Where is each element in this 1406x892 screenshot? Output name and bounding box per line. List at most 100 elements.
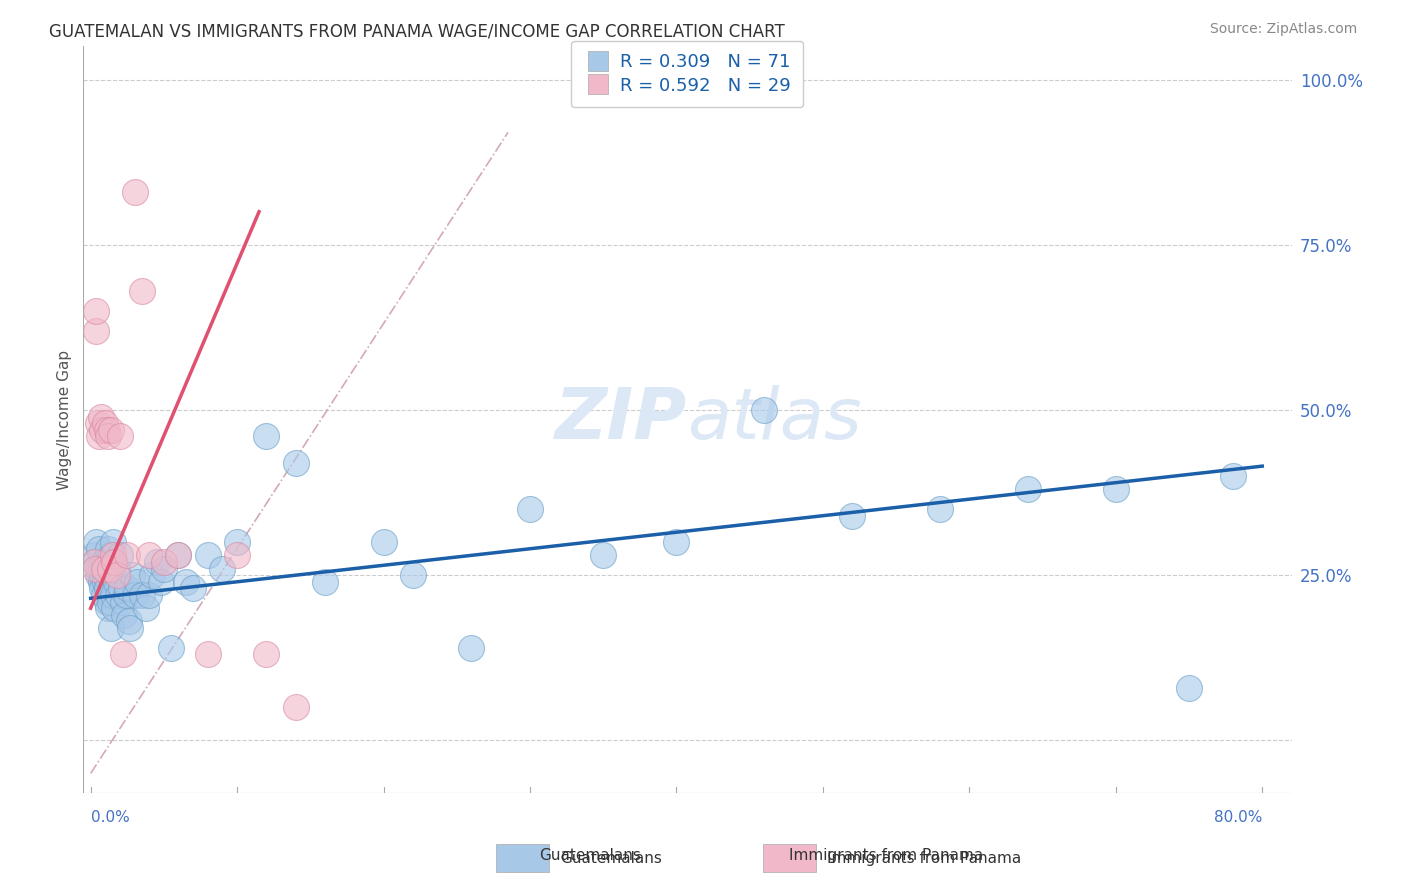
- Point: [118, 615, 141, 629]
- Point: [124, 588, 146, 602]
- Bar: [763, 844, 817, 872]
- Point: [107, 588, 129, 602]
- Point: [124, 185, 146, 199]
- Point: [754, 403, 776, 417]
- Point: [98, 561, 121, 575]
- Point: [103, 601, 125, 615]
- Point: [174, 574, 197, 589]
- Point: [460, 640, 482, 655]
- Point: [141, 568, 163, 582]
- Text: atlas: atlas: [688, 385, 862, 454]
- Text: ZIP: ZIP: [555, 385, 688, 454]
- Text: Immigrants from Panama: Immigrants from Panama: [827, 851, 1021, 865]
- Point: [94, 574, 117, 589]
- Point: [93, 588, 115, 602]
- Point: [98, 594, 121, 608]
- Point: [100, 549, 122, 563]
- Point: [373, 535, 395, 549]
- Point: [120, 621, 142, 635]
- Point: [149, 574, 172, 589]
- Point: [89, 541, 111, 556]
- Point: [94, 416, 117, 430]
- Text: Guatemalans: Guatemalans: [560, 851, 662, 865]
- Point: [115, 549, 138, 563]
- Point: [91, 568, 114, 582]
- Point: [284, 456, 307, 470]
- Point: [131, 284, 153, 298]
- Point: [103, 555, 125, 569]
- Point: [91, 582, 114, 596]
- Point: [112, 607, 135, 622]
- Point: [100, 423, 122, 437]
- Text: 80.0%: 80.0%: [1213, 810, 1263, 825]
- Point: [105, 561, 128, 575]
- Point: [90, 409, 112, 424]
- Point: [1222, 469, 1244, 483]
- Bar: [496, 844, 550, 872]
- Point: [592, 549, 614, 563]
- Point: [226, 535, 249, 549]
- Text: GUATEMALAN VS IMMIGRANTS FROM PANAMA WAGE/INCOME GAP CORRELATION CHART: GUATEMALAN VS IMMIGRANTS FROM PANAMA WAG…: [49, 22, 785, 40]
- Point: [197, 648, 219, 662]
- Text: Source: ZipAtlas.com: Source: ZipAtlas.com: [1209, 22, 1357, 37]
- Point: [83, 549, 105, 563]
- Point: [101, 588, 124, 602]
- Point: [94, 561, 117, 575]
- Point: [103, 555, 125, 569]
- Point: [167, 549, 190, 563]
- Point: [929, 502, 952, 516]
- Point: [108, 549, 131, 563]
- Point: [86, 535, 108, 549]
- Point: [115, 582, 138, 596]
- Point: [97, 601, 120, 615]
- Point: [131, 588, 153, 602]
- Text: Guatemalans: Guatemalans: [540, 848, 641, 863]
- Point: [87, 568, 110, 582]
- Point: [90, 561, 112, 575]
- Point: [127, 574, 149, 589]
- Point: [111, 594, 134, 608]
- Point: [254, 429, 277, 443]
- Point: [138, 549, 160, 563]
- Point: [83, 555, 105, 569]
- Point: [1178, 681, 1201, 695]
- Point: [153, 555, 176, 569]
- Text: Immigrants from Panama: Immigrants from Panama: [789, 848, 983, 863]
- Point: [284, 700, 307, 714]
- Point: [111, 648, 134, 662]
- Point: [108, 429, 131, 443]
- Point: [1017, 483, 1039, 497]
- Point: [86, 324, 108, 338]
- Point: [84, 561, 107, 575]
- Point: [98, 588, 121, 602]
- Point: [519, 502, 541, 516]
- Point: [135, 601, 157, 615]
- Point: [226, 549, 249, 563]
- Point: [1105, 483, 1128, 497]
- Point: [94, 568, 117, 582]
- Point: [96, 582, 118, 596]
- Point: [402, 568, 425, 582]
- Point: [89, 429, 111, 443]
- Point: [100, 621, 122, 635]
- Point: [101, 549, 124, 563]
- Point: [87, 561, 110, 575]
- Point: [84, 555, 107, 569]
- Point: [841, 508, 863, 523]
- Point: [110, 582, 132, 596]
- Point: [90, 574, 112, 589]
- Point: [114, 588, 136, 602]
- Point: [254, 648, 277, 662]
- Point: [665, 535, 688, 549]
- Point: [105, 568, 128, 582]
- Point: [167, 549, 190, 563]
- Point: [87, 416, 110, 430]
- Point: [93, 555, 115, 569]
- Point: [160, 640, 183, 655]
- Point: [97, 541, 120, 556]
- Point: [96, 594, 118, 608]
- Y-axis label: Wage/Income Gap: Wage/Income Gap: [58, 350, 72, 490]
- Point: [197, 549, 219, 563]
- Point: [96, 423, 118, 437]
- Point: [97, 429, 120, 443]
